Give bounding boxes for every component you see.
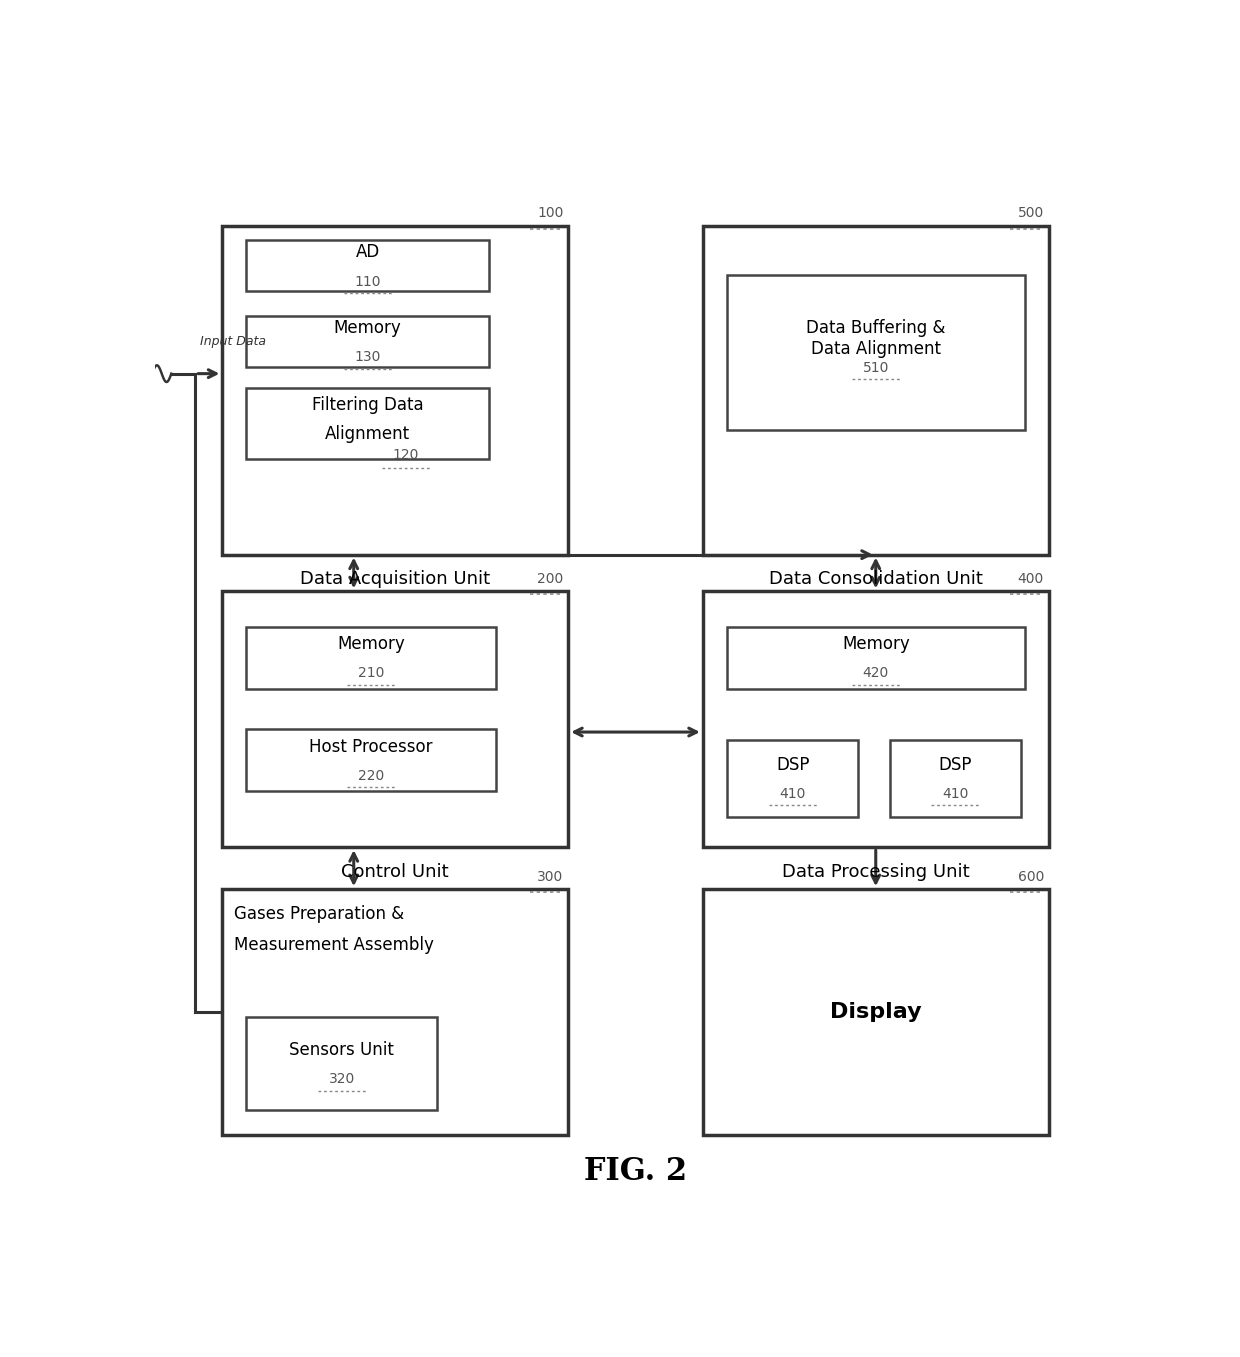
Text: Alignment: Alignment	[325, 425, 410, 444]
Text: 130: 130	[355, 350, 381, 364]
Text: 600: 600	[1018, 870, 1044, 883]
Text: Memory: Memory	[842, 635, 910, 653]
Text: DSP: DSP	[939, 756, 972, 773]
Text: Data Consolidation Unit: Data Consolidation Unit	[769, 570, 982, 589]
Text: 220: 220	[358, 769, 384, 783]
Text: Input Data: Input Data	[200, 335, 267, 347]
FancyBboxPatch shape	[247, 316, 489, 366]
Text: Measurement Assembly: Measurement Assembly	[234, 936, 434, 954]
Text: Display: Display	[830, 1001, 921, 1022]
Text: 300: 300	[537, 870, 563, 883]
FancyBboxPatch shape	[247, 730, 496, 791]
FancyBboxPatch shape	[247, 240, 489, 292]
Text: Sensors Unit: Sensors Unit	[289, 1041, 394, 1058]
FancyBboxPatch shape	[247, 627, 496, 688]
Text: Gases Preparation &: Gases Preparation &	[234, 905, 404, 923]
Text: 210: 210	[358, 666, 384, 680]
FancyBboxPatch shape	[222, 889, 568, 1134]
FancyBboxPatch shape	[703, 592, 1049, 847]
Text: Filtering Data: Filtering Data	[311, 396, 423, 414]
Text: 500: 500	[1018, 206, 1044, 220]
Text: Data Acquisition Unit: Data Acquisition Unit	[300, 570, 490, 589]
FancyBboxPatch shape	[703, 889, 1049, 1134]
FancyBboxPatch shape	[247, 388, 489, 459]
FancyBboxPatch shape	[727, 627, 1024, 688]
Text: 400: 400	[1018, 573, 1044, 586]
Text: DSP: DSP	[776, 756, 810, 773]
FancyBboxPatch shape	[727, 275, 1024, 430]
Text: 200: 200	[537, 573, 563, 586]
Text: Host Processor: Host Processor	[309, 738, 433, 756]
Text: 100: 100	[537, 206, 563, 220]
FancyBboxPatch shape	[247, 1016, 436, 1110]
Text: Control Unit: Control Unit	[341, 863, 449, 881]
FancyBboxPatch shape	[222, 592, 568, 847]
Text: AD: AD	[356, 243, 379, 262]
Text: Data Buffering &
Data Alignment: Data Buffering & Data Alignment	[806, 319, 945, 358]
Text: 410: 410	[780, 787, 806, 801]
Text: Data Processing Unit: Data Processing Unit	[782, 863, 970, 881]
Text: Memory: Memory	[337, 635, 405, 653]
FancyBboxPatch shape	[222, 225, 568, 555]
Text: 510: 510	[863, 361, 889, 375]
FancyBboxPatch shape	[727, 740, 858, 817]
Text: Memory: Memory	[334, 319, 402, 337]
Text: 320: 320	[329, 1072, 355, 1086]
Text: 120: 120	[393, 448, 419, 463]
Text: FIG. 2: FIG. 2	[584, 1156, 687, 1187]
Text: 410: 410	[942, 787, 968, 801]
FancyBboxPatch shape	[703, 225, 1049, 555]
Text: 420: 420	[863, 666, 889, 680]
Text: 110: 110	[355, 274, 381, 289]
FancyBboxPatch shape	[889, 740, 1021, 817]
